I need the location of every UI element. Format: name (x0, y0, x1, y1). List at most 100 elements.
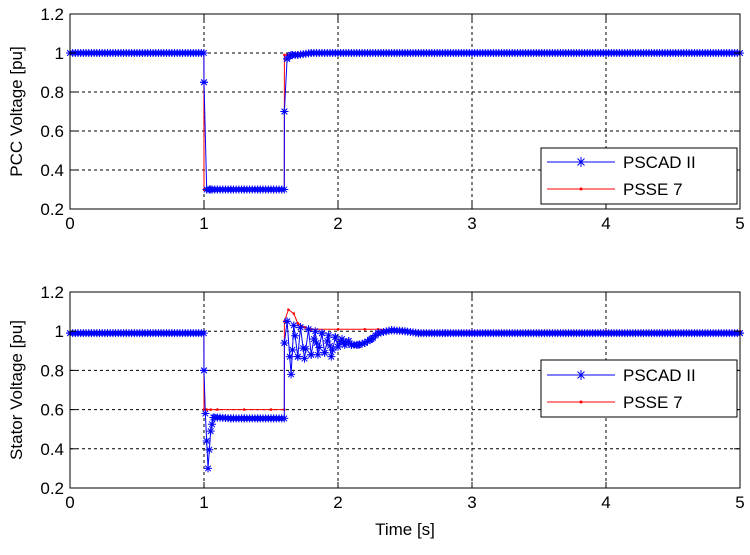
series-point-pscad (289, 321, 298, 330)
series-point-pscad (468, 49, 476, 57)
series-point-pscad (401, 327, 409, 336)
series-point-psse (216, 408, 219, 411)
series-point-pscad (669, 49, 677, 57)
series-point-pscad (387, 326, 396, 335)
x-tick-label: 5 (735, 493, 744, 512)
legend: PSCAD II PSSE 7 (540, 359, 738, 418)
series-point-pscad (317, 329, 326, 338)
series-marker-pscad (325, 341, 334, 350)
y-tick-label: 1.2 (40, 283, 64, 302)
series-point-pscad (293, 352, 302, 361)
x-tick-label: 0 (65, 493, 74, 512)
y-tick-label: 0.8 (40, 361, 64, 380)
series-point-psse (205, 408, 208, 411)
series-marker-pscad (301, 344, 310, 353)
x-tick-label: 2 (333, 214, 342, 233)
x-tick-label: 2 (333, 493, 342, 512)
series-marker-pscad (376, 328, 385, 337)
series-point-pscad (204, 464, 213, 473)
series-point-pscad (338, 335, 347, 344)
y-tick-label: 1 (55, 322, 64, 341)
legend-label-pscad: PSCAD II (623, 153, 696, 172)
series-point-pscad (280, 338, 289, 347)
series-point-pscad (296, 323, 305, 332)
series-point-pscad (304, 325, 313, 334)
series-point-pscad (213, 413, 222, 422)
series-point-pscad (334, 49, 342, 57)
series-point-pscad (293, 50, 302, 59)
series-point-pscad (200, 366, 208, 375)
series-point-pscad (206, 185, 215, 194)
series-point-pscad (401, 49, 409, 57)
series-point-pscad (253, 414, 262, 423)
series-point-pscad (287, 370, 296, 379)
y-axis-label: PCC Voltage [pu] (7, 46, 26, 176)
series-point-psse (303, 325, 306, 329)
series-point-pscad (307, 350, 316, 359)
series-point-psse (336, 327, 340, 331)
series-point-psse (292, 312, 296, 315)
series-point-pscad (267, 414, 275, 423)
series-point-pscad (602, 329, 610, 338)
series-point-pscad (283, 54, 292, 63)
series-point-psse (202, 408, 206, 411)
axes-box (69, 291, 741, 489)
x-tick-label: 0 (65, 214, 74, 233)
series-point-psse (209, 408, 212, 411)
series-marker-pscad (309, 335, 318, 344)
series-point-pscad (441, 329, 450, 338)
series-marker-pscad (328, 346, 337, 355)
series-point-pscad (240, 414, 249, 423)
x-tick-label: 3 (467, 214, 476, 233)
series-point-pscad (307, 49, 316, 57)
x-tick-label: 4 (601, 493, 610, 512)
series-point-pscad (280, 185, 289, 194)
series-point-pscad (287, 50, 296, 59)
series-marker-pscad (291, 331, 300, 340)
series-marker-pscad (312, 338, 321, 347)
series-marker-pscad (384, 326, 393, 335)
series-point-pscad (324, 331, 333, 340)
legend-marker-pscad (576, 157, 586, 167)
series-point-pscad (209, 413, 218, 422)
series-marker-pscad (339, 337, 348, 346)
y-tick-label: 1 (55, 44, 64, 63)
y-tick-label: 0.8 (40, 83, 64, 102)
series-point-psse (287, 308, 290, 311)
series-marker-pscad (358, 339, 367, 348)
series-point-pscad (360, 338, 369, 347)
series-marker-pscad (323, 337, 332, 345)
series-point-pscad (199, 329, 208, 338)
series-point-pscad (331, 333, 340, 342)
series-point-pscad (240, 185, 249, 194)
y-tick-label: 0.6 (40, 122, 64, 141)
y-tick-label: 0.2 (40, 479, 64, 498)
x-axis-label: Time [s] (375, 520, 435, 539)
series-point-pscad (311, 327, 320, 336)
series-point-pscad (213, 185, 222, 194)
x-tick-label: 5 (735, 214, 744, 233)
series-marker-pscad (299, 344, 308, 353)
y-tick-label: 1.2 (40, 5, 64, 24)
series-point-pscad (354, 340, 363, 349)
series-marker-pscad (379, 327, 388, 336)
series-marker-pscad (202, 436, 211, 445)
series-point-pscad (253, 185, 262, 194)
series-marker-pscad (285, 352, 294, 361)
series-point-pscad (374, 329, 383, 338)
series-point-pscad (226, 414, 235, 423)
series-point-pscad (340, 340, 349, 349)
legend-label-psse: PSSE 7 (623, 393, 683, 412)
legend-label-psse: PSSE 7 (623, 180, 683, 199)
legend-label-pscad: PSCAD II (623, 366, 696, 385)
series-point-pscad (320, 348, 329, 357)
series-marker-pscad (382, 327, 391, 336)
axes-box (69, 13, 741, 210)
series-point-pscad (602, 49, 610, 57)
series-point-psse (283, 53, 286, 57)
series-point-pscad (468, 329, 476, 338)
legend-marker-pscad (576, 370, 586, 380)
series-point-pscad (367, 335, 376, 344)
y-tick-label: 0.2 (40, 200, 64, 219)
